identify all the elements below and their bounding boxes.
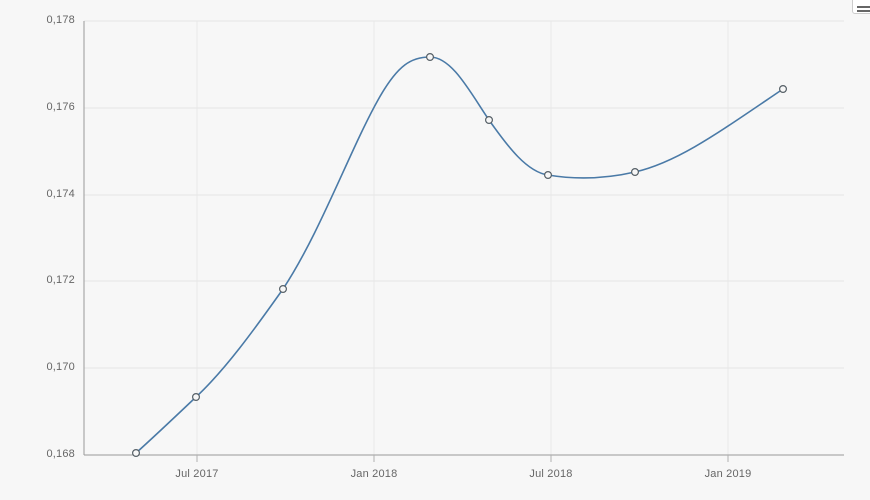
- y-tick-label-0168: 0,168: [46, 448, 75, 460]
- x-tick-label-jul-2018: Jul 2018: [529, 468, 573, 480]
- data-point[interactable]: [192, 393, 201, 402]
- y-tick-label-0176: 0,176: [46, 101, 75, 113]
- data-point[interactable]: [630, 168, 639, 177]
- x-tick-label-jan-2018: Jan 2018: [350, 468, 398, 480]
- y-tick-label-0172: 0,172: [46, 274, 75, 286]
- y-tick-label-0170: 0,170: [46, 361, 75, 373]
- data-point[interactable]: [778, 84, 787, 93]
- y-gridlines: [84, 20, 844, 369]
- data-point[interactable]: [485, 115, 494, 124]
- menu-bar: [857, 6, 870, 8]
- data-point[interactable]: [132, 449, 141, 458]
- x-gridlines: [196, 21, 729, 455]
- y-tick-label-0174: 0,174: [46, 188, 75, 200]
- data-point[interactable]: [279, 285, 288, 294]
- y-tick-label-0178: 0,178: [46, 14, 75, 26]
- x-axis-ticks: [196, 455, 729, 462]
- data-point[interactable]: [543, 171, 552, 180]
- series-markers: [132, 52, 787, 458]
- hamburger-menu-icon[interactable]: [852, 0, 870, 14]
- x-tick-label-jul-2017: Jul 2017: [175, 468, 219, 480]
- menu-bar: [857, 10, 870, 12]
- x-tick-label-jan-2019: Jan 2019: [704, 468, 752, 480]
- data-point[interactable]: [426, 52, 435, 61]
- series-line: [135, 56, 784, 454]
